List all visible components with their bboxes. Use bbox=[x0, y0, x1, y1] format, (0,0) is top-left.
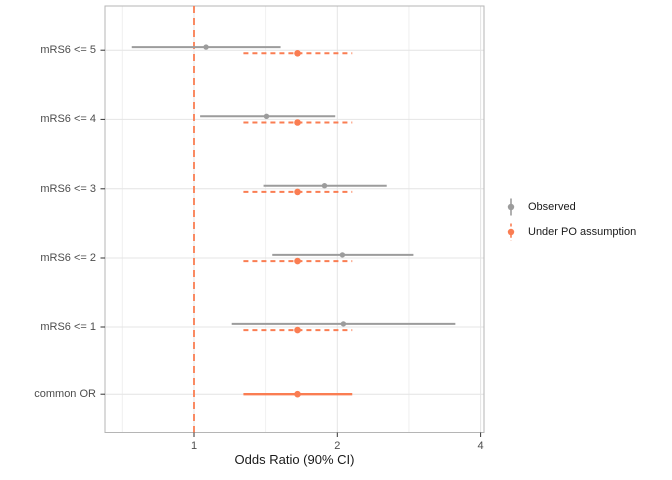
po-assumption-point bbox=[294, 119, 301, 126]
y-axis-label: common OR bbox=[34, 388, 96, 401]
observed-point bbox=[339, 252, 346, 258]
po-assumption-point bbox=[294, 50, 301, 57]
observed-point bbox=[340, 321, 347, 327]
legend-label-po: Under PO assumption bbox=[528, 225, 637, 238]
legend: Observed Under PO assumption bbox=[503, 194, 636, 244]
legend-label-observed: Observed bbox=[528, 200, 576, 213]
observed-point bbox=[203, 44, 209, 50]
x-tick-label: 2 bbox=[334, 440, 341, 452]
panel-border bbox=[104, 5, 485, 433]
common-or-point bbox=[294, 390, 301, 398]
y-axis-label: mRS6 <= 3 bbox=[40, 182, 96, 195]
y-axis-label: mRS6 <= 1 bbox=[40, 321, 96, 333]
y-axis-label: mRS6 <= 2 bbox=[40, 252, 96, 264]
y-axis-label: mRS6 <= 5 bbox=[40, 44, 96, 57]
legend-item-observed: Observed bbox=[503, 194, 636, 219]
x-tick-label: 1 bbox=[190, 440, 198, 452]
legend-key-observed-icon bbox=[507, 198, 515, 215]
x-axis-title: Odds Ratio (90% CI) bbox=[234, 452, 355, 467]
y-axis-label: mRS6 <= 4 bbox=[40, 113, 96, 126]
legend-key-point bbox=[507, 203, 515, 210]
legend-key-point bbox=[507, 228, 515, 235]
po-assumption-point bbox=[294, 188, 301, 196]
legend-key-po-assumption-icon bbox=[507, 223, 515, 240]
po-assumption-point bbox=[294, 326, 301, 334]
x-tick-label: 4 bbox=[477, 440, 484, 452]
observed-point bbox=[263, 113, 270, 120]
observed-point bbox=[321, 183, 328, 189]
po-assumption-point bbox=[294, 257, 301, 265]
legend-item-po: Under PO assumption bbox=[503, 219, 636, 244]
